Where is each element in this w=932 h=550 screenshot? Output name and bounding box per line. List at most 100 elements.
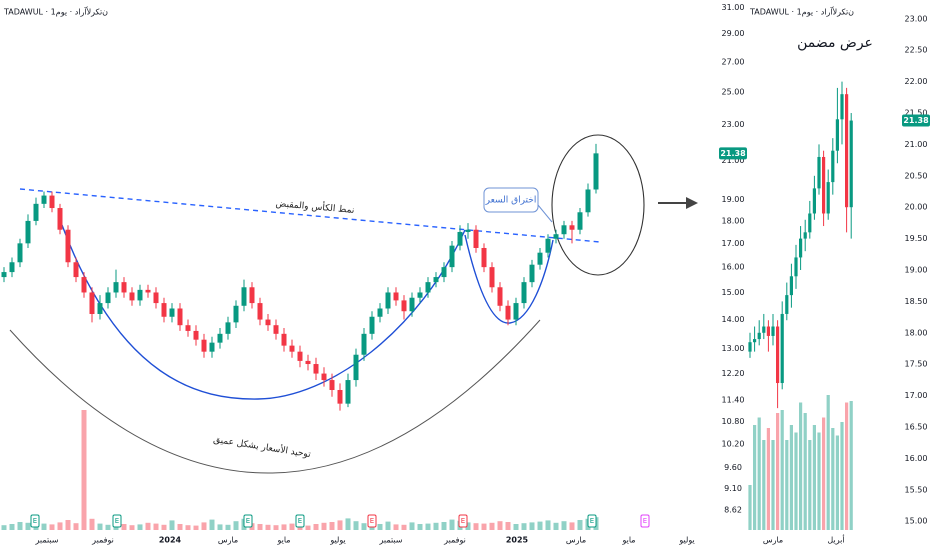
candle-body <box>41 195 47 204</box>
candle-body <box>305 360 311 365</box>
volume-bar <box>545 520 551 530</box>
candle-body <box>337 389 343 404</box>
candle-body <box>449 245 455 268</box>
volume-bar <box>812 425 816 530</box>
earnings-label: E <box>246 517 250 525</box>
volume-bar <box>321 522 327 530</box>
candle-body <box>25 220 31 244</box>
volume-bar <box>97 523 103 530</box>
candle-body <box>505 305 511 320</box>
y-tick-label: 25.00 <box>722 87 745 96</box>
volume-bar <box>831 428 835 530</box>
candle-body <box>817 156 821 189</box>
volume-bar <box>49 524 55 530</box>
volume-bar <box>361 523 367 530</box>
y-tick-label: 8.62 <box>724 505 742 514</box>
candle-body <box>273 325 279 334</box>
volume-bar <box>337 520 343 530</box>
volume-bar <box>273 525 279 530</box>
volume-bar <box>489 522 495 530</box>
volume-bar <box>169 520 175 530</box>
candle-body <box>569 225 575 230</box>
x-tick-label: 2024 <box>159 536 182 545</box>
candle-body <box>585 189 591 213</box>
candle-body <box>57 208 63 230</box>
x-tick-label: أبريل <box>827 535 844 545</box>
earnings-label: E <box>298 517 302 525</box>
candle-body <box>193 330 199 340</box>
pattern-label: نمط الكأس والمقبض <box>275 196 355 216</box>
volume-bar <box>9 524 15 530</box>
y-tick-label: 16.00 <box>905 454 928 463</box>
candle-body <box>201 339 207 352</box>
candle-body <box>457 231 463 246</box>
candle-body <box>785 295 789 314</box>
volume-bar <box>377 524 383 530</box>
earnings-label: E <box>33 517 37 525</box>
y-tick-label: 21.50 <box>905 109 928 118</box>
candle-body <box>1 272 7 278</box>
callout-box <box>483 187 539 213</box>
y-tick-label: 27.00 <box>722 57 745 66</box>
y-tick-label: 23.00 <box>722 120 745 129</box>
candle-body <box>153 292 159 304</box>
earnings-box <box>112 514 122 528</box>
candle-body <box>241 287 247 306</box>
candle-body <box>281 333 287 346</box>
y-tick-label: 12.20 <box>722 369 745 378</box>
x-tick-label: مارس <box>566 536 586 545</box>
y-tick-label: 15.00 <box>905 517 928 526</box>
candle-body <box>345 380 351 404</box>
volume-bar <box>305 525 311 530</box>
candle-body <box>489 267 495 288</box>
candle-body <box>481 247 487 268</box>
volume-bar <box>89 518 95 530</box>
candle-body <box>776 326 780 384</box>
volume-bar <box>521 523 527 530</box>
y-tick-label: 22.50 <box>905 46 928 55</box>
candle-body <box>249 287 255 304</box>
volume-bar <box>409 522 415 530</box>
candle-body <box>561 225 567 235</box>
candle-body <box>353 354 359 381</box>
candle-body <box>257 303 263 320</box>
volume-bar <box>529 522 535 530</box>
volume-bar <box>803 413 807 530</box>
candle-body <box>289 345 295 352</box>
candle-body <box>385 292 391 309</box>
inset-title: TADAWUL · ن‌تكرلأآراد · يوم1 <box>749 7 854 17</box>
breakout-circle <box>551 134 645 276</box>
volume-bar <box>1 525 7 530</box>
candle-body <box>89 292 95 314</box>
candle-body <box>161 303 167 317</box>
volume-bar <box>789 425 793 530</box>
candle-body <box>129 292 135 301</box>
callout-pointer <box>537 204 553 223</box>
candle-body <box>799 238 803 258</box>
candle-body <box>822 156 826 214</box>
candle-body <box>393 292 399 301</box>
candle-body <box>225 322 231 334</box>
trend-line <box>19 188 601 243</box>
candle-body <box>845 94 849 208</box>
y-tick-label: 17.00 <box>722 239 745 248</box>
volume-bar <box>753 425 757 530</box>
volume-bar <box>835 435 839 530</box>
candle-body <box>753 339 757 343</box>
volume-bar <box>393 524 399 530</box>
y-tick-label: 18.50 <box>905 297 928 306</box>
candle-body <box>49 195 55 209</box>
candle-body <box>840 94 844 120</box>
earnings-box <box>458 514 468 528</box>
earnings-box <box>243 514 253 528</box>
candle-body <box>748 342 752 352</box>
volume-bar <box>849 401 853 530</box>
y-tick-label: 10.20 <box>722 439 745 448</box>
volume-bar <box>822 417 826 530</box>
volume-bar <box>561 521 567 530</box>
chart-title: TADAWUL · ن‌تكرلأآراد · يوم1 <box>3 7 108 17</box>
consolidation-label: توحيد الأسعار بشكل عميق <box>213 433 313 460</box>
volume-bar <box>569 522 575 530</box>
candle-body <box>329 380 335 390</box>
candle-body <box>762 326 766 333</box>
